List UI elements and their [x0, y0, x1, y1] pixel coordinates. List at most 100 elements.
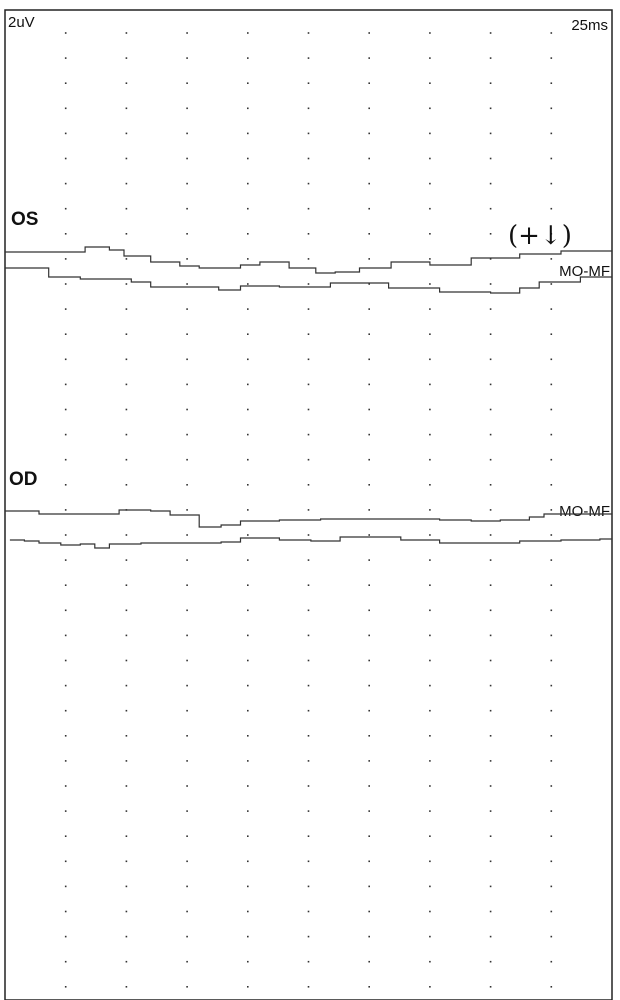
grid-dot: [186, 132, 188, 135]
grid-dot: [307, 835, 310, 837]
grid-dot: [489, 258, 492, 260]
grid-dot: [489, 885, 492, 888]
grid-dot: [186, 785, 188, 787]
grid-dot: [64, 32, 67, 34]
grid-dot: [307, 760, 310, 762]
grid-dot: [64, 659, 67, 662]
grid-dot: [186, 735, 188, 737]
grid-dot: [429, 860, 431, 863]
grid-dot: [64, 258, 67, 260]
grid-dot: [368, 132, 370, 135]
grid-dot: [550, 408, 553, 411]
grid-dot: [489, 408, 492, 411]
grid-dot: [368, 57, 370, 59]
grid-dot: [64, 860, 67, 863]
grid-dot: [125, 484, 128, 486]
grid-dot: [368, 157, 370, 160]
grid-dot: [125, 408, 128, 411]
grid-dot: [307, 735, 310, 737]
grid-dot: [550, 484, 553, 486]
os-derivation-label: MO-MF: [559, 263, 610, 280]
grid-dot: [307, 157, 310, 160]
grid-dot: [125, 433, 128, 436]
grid-dot: [489, 659, 492, 662]
grid-dot: [429, 659, 431, 662]
grid-dot: [489, 760, 492, 762]
grid-dot: [186, 634, 188, 637]
grid-dot: [186, 860, 188, 863]
grid-dot: [307, 634, 310, 637]
grid-dot: [368, 383, 370, 386]
grid-dot: [368, 433, 370, 436]
grid-dot: [550, 910, 553, 913]
grid-dot: [550, 534, 553, 536]
grid-dot: [550, 157, 553, 160]
grid-dot: [489, 559, 492, 561]
grid-dot: [247, 709, 249, 712]
grid-dot: [550, 433, 553, 436]
grid-dot: [186, 358, 188, 361]
grid-dot: [489, 684, 492, 687]
grid-dot: [125, 32, 128, 34]
grid-dot: [125, 584, 128, 586]
grid-dot: [64, 634, 67, 637]
grid-dot: [429, 684, 431, 687]
grid-dot: [186, 107, 188, 110]
grid-dot: [247, 735, 249, 737]
grid-dot: [307, 584, 310, 586]
grid-dot: [429, 408, 431, 411]
grid-dot: [550, 785, 553, 787]
grid-dot: [550, 107, 553, 110]
grid-dot: [247, 107, 249, 110]
grid-dot: [368, 785, 370, 787]
grid-dot: [368, 986, 370, 988]
grid-dot: [489, 333, 492, 335]
grid-dot: [247, 408, 249, 411]
grid-dot: [186, 207, 188, 210]
grid-dot: [429, 132, 431, 135]
grid-dot: [125, 860, 128, 863]
grid-dot: [307, 659, 310, 662]
grid-dot: [368, 32, 370, 34]
grid-dot: [489, 960, 492, 963]
grid-dot: [64, 609, 67, 612]
grid-dot: [64, 684, 67, 687]
grid-dot: [429, 308, 431, 310]
grid-dot: [186, 684, 188, 687]
grid-dot: [64, 308, 67, 310]
grid-dot: [368, 182, 370, 185]
grid-dot: [307, 207, 310, 210]
grid-dot: [429, 283, 431, 285]
grid-dot: [368, 107, 370, 110]
grid-dot: [186, 534, 188, 536]
grid-dot: [489, 860, 492, 863]
grid-dot: [550, 182, 553, 185]
grid-dot: [550, 684, 553, 687]
grid-dot: [368, 82, 370, 84]
grid-dot: [307, 333, 310, 335]
grid-dot: [64, 785, 67, 787]
grid-dot: [489, 534, 492, 536]
grid-dot: [125, 935, 128, 938]
grid-dot: [64, 835, 67, 837]
grid-dot: [489, 835, 492, 837]
grid-dot: [368, 333, 370, 335]
grid-dot: [489, 182, 492, 185]
grid-dot: [489, 484, 492, 486]
grid-dot: [368, 609, 370, 612]
grid-dot: [307, 986, 310, 988]
grid-dot: [368, 509, 370, 511]
grid-dot: [186, 57, 188, 59]
grid-dot: [64, 960, 67, 963]
grid-dot: [125, 132, 128, 135]
grid-dot: [429, 484, 431, 486]
grid-dot: [64, 885, 67, 888]
grid-dot: [429, 584, 431, 586]
grid-dot: [429, 233, 431, 235]
grid-dot: [489, 132, 492, 135]
traces: [5, 246, 613, 549]
grid-dot: [429, 82, 431, 84]
grid-dot: [247, 182, 249, 185]
grid-dot: [247, 433, 249, 436]
grid-dot: [64, 810, 67, 812]
